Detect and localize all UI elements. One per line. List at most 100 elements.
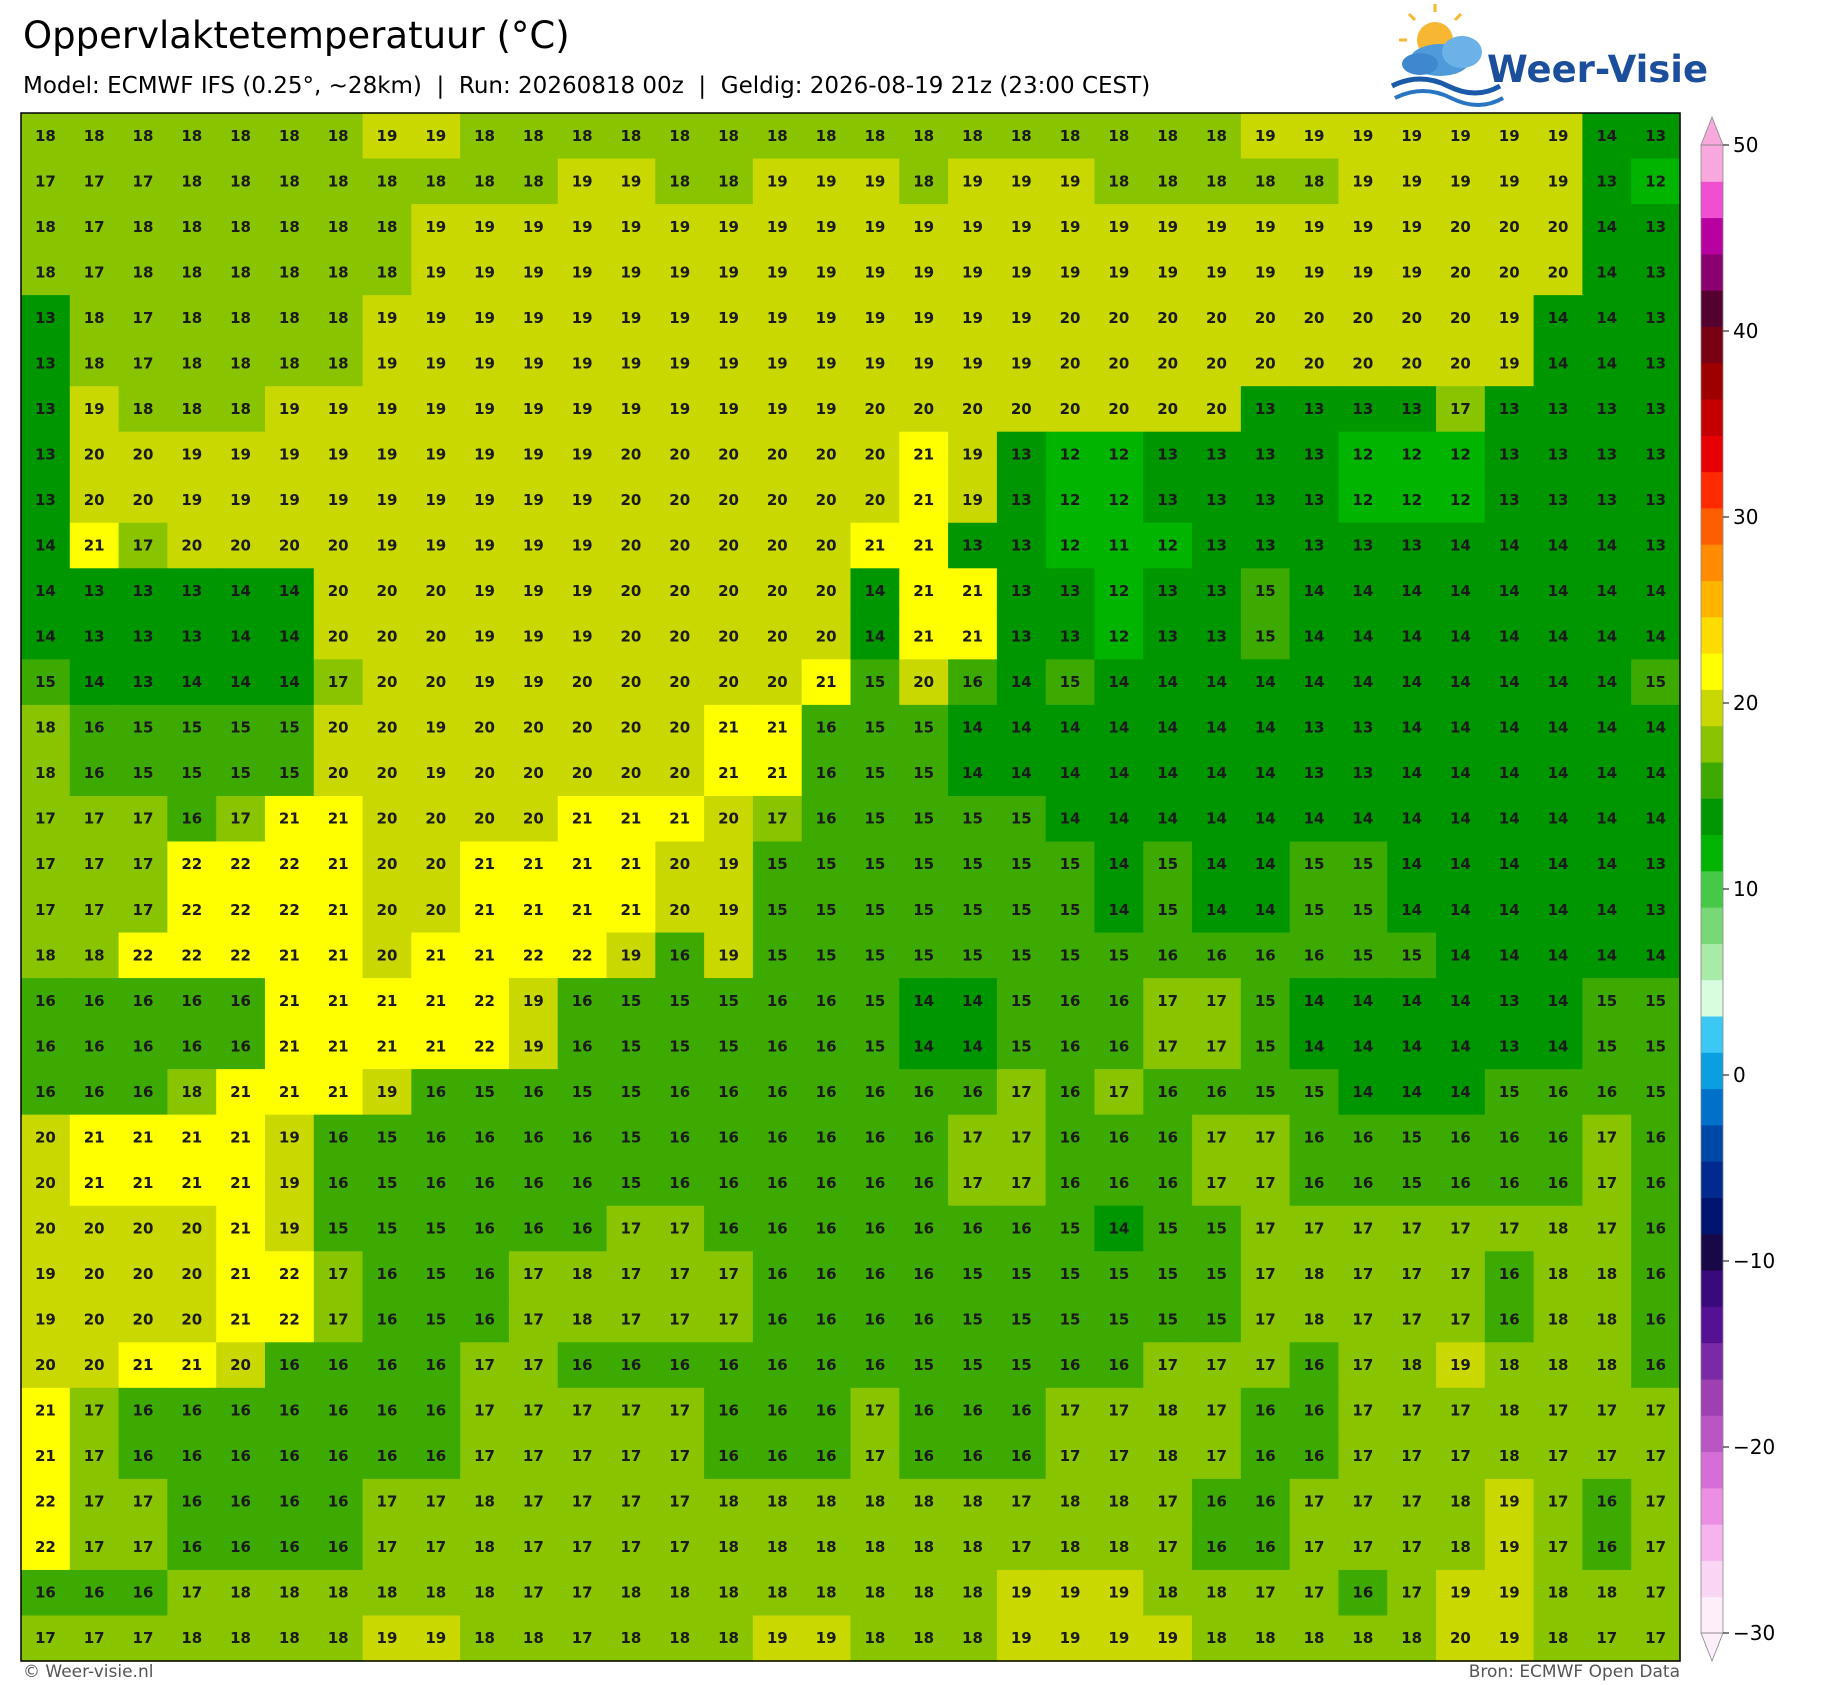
temperature-cell bbox=[752, 1524, 803, 1571]
temperature-label: 19 bbox=[1499, 1538, 1520, 1556]
temperature-cell bbox=[557, 1114, 608, 1161]
temperature-label: 19 bbox=[913, 309, 934, 327]
temperature-label: 17 bbox=[1108, 1083, 1129, 1101]
temperature-label: 21 bbox=[181, 1128, 202, 1146]
temperature-label: 18 bbox=[279, 127, 300, 145]
temperature-label: 14 bbox=[1499, 673, 1520, 691]
temperature-cell bbox=[1338, 1615, 1388, 1662]
temperature-cell bbox=[1436, 659, 1486, 706]
temperature-cell bbox=[1436, 978, 1486, 1025]
temperature-label: 17 bbox=[523, 1493, 544, 1511]
temperature-label: 22 bbox=[35, 1538, 56, 1556]
temperature-label: 16 bbox=[669, 1083, 690, 1101]
temperature-label: 16 bbox=[181, 1447, 202, 1465]
temperature-label: 14 bbox=[1645, 810, 1666, 828]
temperature-cell bbox=[1533, 477, 1584, 524]
temperature-cell bbox=[655, 704, 705, 752]
temperature-label: 16 bbox=[523, 1083, 544, 1101]
temperature-cell bbox=[1338, 795, 1388, 843]
temperature-cell bbox=[21, 932, 71, 979]
temperature-label: 16 bbox=[1255, 946, 1276, 964]
temperature-label: 17 bbox=[1645, 1447, 1666, 1465]
temperature-cell bbox=[1094, 431, 1144, 478]
temperature-label: 22 bbox=[279, 1311, 300, 1329]
temperature-cell bbox=[557, 1387, 608, 1434]
temperature-label: 16 bbox=[133, 1037, 154, 1055]
temperature-label: 13 bbox=[1645, 354, 1666, 372]
temperature-label: 13 bbox=[1157, 445, 1178, 463]
temperature-label: 17 bbox=[35, 1629, 56, 1647]
temperature-label: 20 bbox=[1304, 354, 1325, 372]
temperature-cell bbox=[1289, 1478, 1340, 1526]
temperature-cell bbox=[1045, 204, 1096, 251]
temperature-cell bbox=[167, 1478, 217, 1526]
temperature-cell bbox=[1045, 158, 1096, 205]
temperature-cell bbox=[1387, 1524, 1437, 1571]
temperature-label: 19 bbox=[1060, 1629, 1081, 1647]
temperature-cell bbox=[1143, 795, 1193, 843]
temperature-cell bbox=[899, 1160, 949, 1207]
temperature-label: 18 bbox=[864, 1584, 885, 1602]
temperature-cell bbox=[948, 1387, 998, 1434]
temperature-label: 16 bbox=[913, 1083, 934, 1101]
temperature-cell bbox=[948, 568, 998, 615]
temperature-cell bbox=[167, 522, 217, 569]
temperature-cell bbox=[850, 158, 900, 205]
temperature-cell bbox=[1533, 613, 1584, 660]
temperature-cell bbox=[1484, 978, 1535, 1025]
temperature-cell bbox=[1387, 887, 1437, 934]
temperature-label: 18 bbox=[1206, 172, 1227, 190]
temperature-cell bbox=[167, 1569, 217, 1617]
temperature-label: 17 bbox=[1255, 1584, 1276, 1602]
temperature-cell bbox=[704, 1296, 754, 1343]
temperature-cell bbox=[704, 477, 754, 524]
temperature-cell bbox=[1436, 795, 1486, 843]
temperature-label: 18 bbox=[913, 1629, 934, 1647]
temperature-label: 14 bbox=[35, 628, 56, 646]
temperature-label: 12 bbox=[1060, 537, 1081, 555]
temperature-cell bbox=[850, 113, 900, 160]
temperature-label: 22 bbox=[181, 901, 202, 919]
temperature-cell bbox=[1484, 932, 1535, 979]
temperature-cell bbox=[1192, 932, 1242, 979]
temperature-cell bbox=[1094, 158, 1144, 205]
temperature-label: 17 bbox=[1645, 1538, 1666, 1556]
temperature-cell bbox=[313, 204, 364, 251]
temperature-label: 17 bbox=[84, 263, 105, 281]
temperature-label: 19 bbox=[523, 582, 544, 600]
temperature-label: 21 bbox=[962, 582, 983, 600]
temperature-label: 15 bbox=[1645, 673, 1666, 691]
temperature-label: 16 bbox=[864, 1311, 885, 1329]
temperature-cell bbox=[411, 249, 461, 296]
temperature-cell bbox=[264, 704, 315, 752]
temperature-cell bbox=[216, 204, 266, 251]
temperature-label: 18 bbox=[718, 1584, 739, 1602]
temperature-label: 16 bbox=[913, 1402, 934, 1420]
temperature-cell bbox=[1240, 1069, 1291, 1116]
temperature-cell bbox=[118, 659, 168, 706]
temperature-cell bbox=[752, 204, 803, 251]
temperature-label: 22 bbox=[133, 946, 154, 964]
temperature-label: 20 bbox=[1011, 400, 1032, 418]
temperature-label: 20 bbox=[377, 673, 398, 691]
temperature-label: 15 bbox=[864, 901, 885, 919]
temperature-cell bbox=[1045, 1023, 1096, 1070]
temperature-cell bbox=[216, 841, 266, 888]
temperature-cell bbox=[850, 887, 900, 934]
temperature-cell bbox=[1387, 477, 1437, 524]
temperature-cell bbox=[411, 978, 461, 1025]
temperature-cell bbox=[899, 1205, 949, 1252]
temperature-cell bbox=[557, 113, 608, 160]
temperature-cell bbox=[1143, 1023, 1193, 1070]
temperature-label: 18 bbox=[1206, 1629, 1227, 1647]
temperature-label: 16 bbox=[767, 1219, 788, 1237]
temperature-label: 19 bbox=[474, 628, 495, 646]
temperature-cell bbox=[1436, 1524, 1486, 1571]
temperature-cell bbox=[69, 522, 120, 569]
temperature-label: 16 bbox=[572, 1037, 593, 1055]
temperature-cell bbox=[1192, 704, 1242, 752]
temperature-label: 20 bbox=[669, 673, 690, 691]
temperature-label: 16 bbox=[328, 1538, 349, 1556]
temperature-cell bbox=[557, 477, 608, 524]
temperature-cell bbox=[850, 568, 900, 615]
